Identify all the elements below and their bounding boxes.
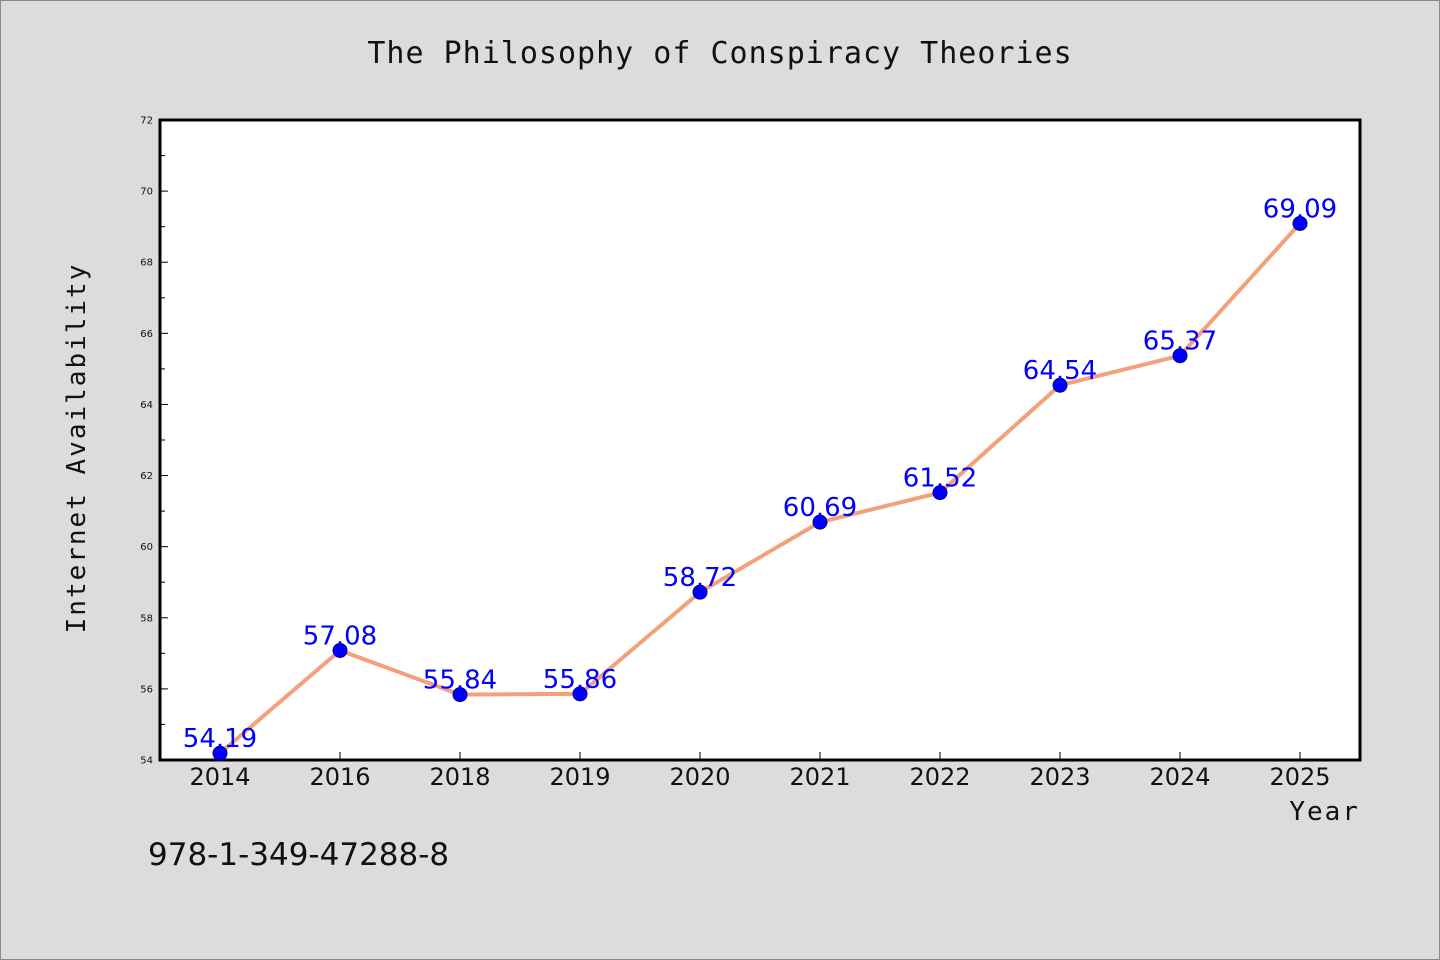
y-tick-label: 64 [140,400,153,411]
y-tick-label: 56 [140,684,153,695]
data-point [692,584,708,600]
x-tick-label: 2021 [789,763,850,791]
series-layer [212,215,1308,761]
data-label: 55.86 [543,665,617,695]
data-label: 55.84 [423,666,497,696]
y-tick-label: 60 [140,542,153,553]
isbn-text: 978-1-349-47288-8 [148,837,449,873]
x-tick-label: 2020 [669,763,730,791]
x-tick-label: 2016 [309,763,370,791]
data-label: 54.19 [183,724,257,754]
data-label: 61.52 [903,464,977,494]
y-tick-label: 70 [140,187,153,198]
data-label: 65.37 [1143,327,1217,357]
data-label: 64.54 [1023,356,1097,386]
x-tick-label: 2024 [1149,763,1210,791]
data-label: 60.69 [783,493,857,523]
data-point [1052,377,1068,393]
y-tick-label: 54 [140,756,153,767]
chart-title: The Philosophy of Conspiracy Theories [367,36,1072,71]
y-axis-ticks: 54 56 58 60 62 64 66 68 70 72 [140,116,168,767]
data-label: 58.72 [663,563,737,593]
data-point [212,745,228,761]
data-point [1172,348,1188,364]
x-tick-label: 2025 [1269,763,1330,791]
y-tick-label: 72 [140,116,153,127]
x-axis-label: Year [1289,797,1360,827]
y-tick-label: 68 [140,258,153,269]
data-point [932,485,948,501]
data-label-layer: 54.19 57.08 55.84 55.86 58.72 60.69 61.52 64.54… [183,194,1337,754]
y-tick-label: 58 [140,613,153,624]
data-label: 69.09 [1263,194,1337,224]
data-label: 57.08 [303,621,377,651]
x-tick-label: 2014 [189,763,250,791]
y-tick-label: 62 [140,471,153,482]
plot-area [158,118,1362,762]
x-tick-label: 2023 [1029,763,1090,791]
data-point [332,642,348,658]
x-tick-label: 2018 [429,763,490,791]
series-line [218,221,1302,756]
data-point [1292,215,1308,231]
y-tick-label: 66 [140,329,153,340]
x-tick-label: 2019 [549,763,610,791]
x-axis-ticks: 2014 2016 2018 2019 2020 2021 2022 2023 2024 2025 [189,752,1331,791]
y-axis-label: Internet Availability [62,263,92,634]
data-point [452,687,468,703]
data-point [572,686,588,702]
data-point [812,514,828,530]
x-tick-label: 2022 [909,763,970,791]
